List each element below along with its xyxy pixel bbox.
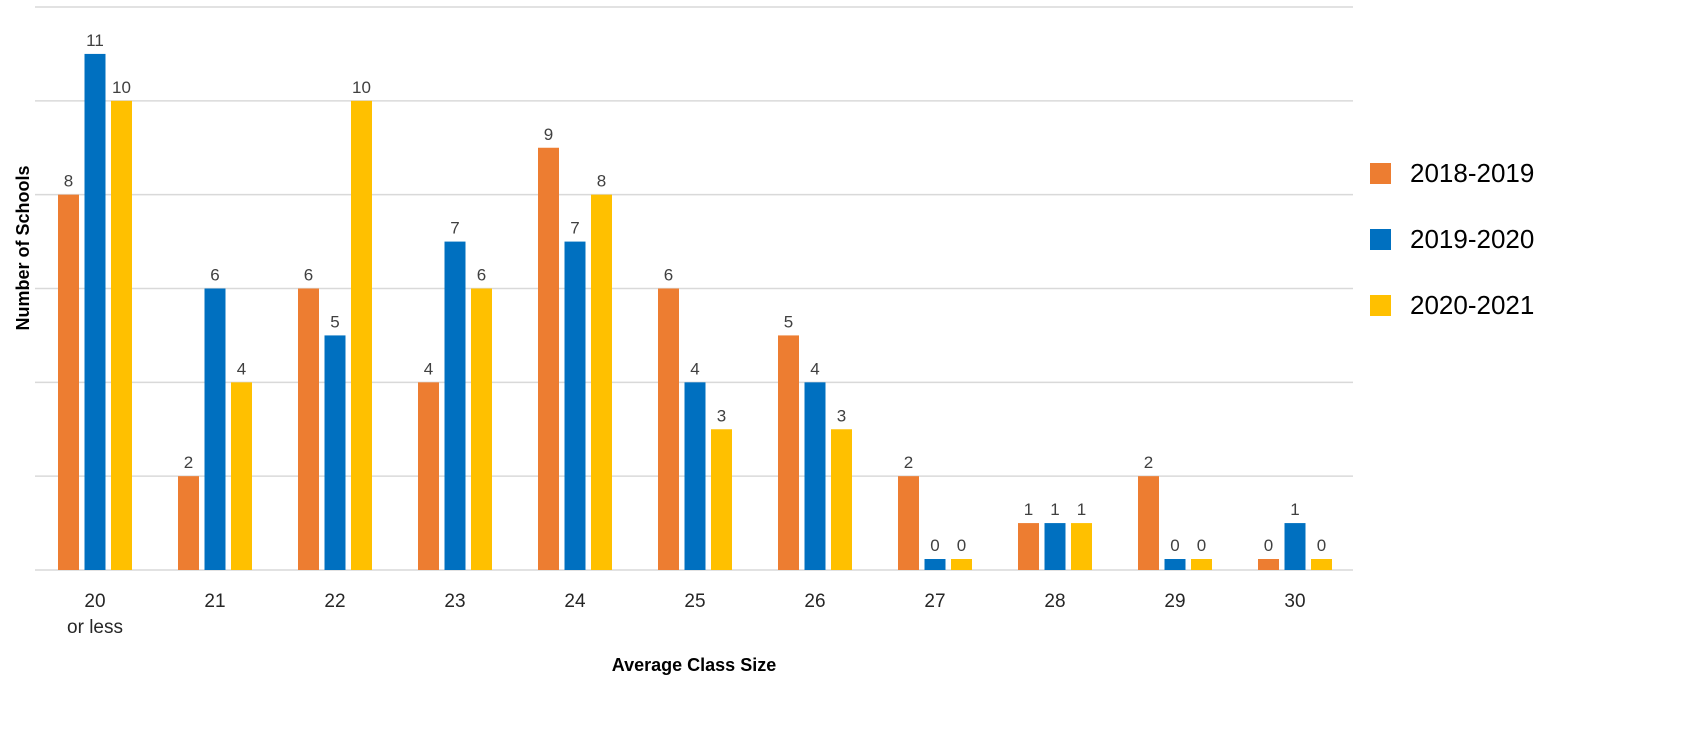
bar-2019-2020-20 or less bbox=[84, 53, 106, 570]
bar-2020-2021-24 bbox=[591, 194, 612, 570]
data-label-2019-2020-25: 4 bbox=[690, 359, 699, 378]
data-label-2018-2019-30: 0 bbox=[1264, 536, 1273, 555]
legend-label: 2020-2021 bbox=[1410, 290, 1534, 320]
data-label-2020-2021-28: 1 bbox=[1077, 500, 1086, 519]
x-axis-ticks: 20 or less 21 22 23 24 25 26 27 28 29 30 bbox=[67, 591, 1306, 638]
bar-2018-2019-30 bbox=[1258, 559, 1279, 570]
legend-swatch bbox=[1370, 163, 1391, 184]
bar-2019-2020-27 bbox=[924, 559, 946, 570]
bar-2019-2020-30 bbox=[1284, 523, 1306, 570]
data-label-2019-2020-22: 5 bbox=[330, 312, 339, 331]
bar-2020-2021-25 bbox=[711, 429, 732, 570]
data-label-2019-2020-29: 0 bbox=[1170, 536, 1179, 555]
data-label-2020-2021-24: 8 bbox=[597, 172, 606, 191]
data-label-2019-2020-28: 1 bbox=[1050, 500, 1059, 519]
bar-2020-2021-29 bbox=[1191, 559, 1212, 570]
data-label-2018-2019-22: 6 bbox=[304, 266, 313, 285]
data-label-2018-2019-26: 5 bbox=[784, 312, 793, 331]
x-tick-label: 21 bbox=[204, 591, 225, 612]
data-label-2020-2021-29: 0 bbox=[1197, 536, 1206, 555]
data-label-2019-2020-21: 6 bbox=[210, 266, 219, 285]
data-label-2019-2020-23: 7 bbox=[450, 219, 459, 238]
bar-2020-2021-26 bbox=[831, 429, 852, 570]
data-label-2018-2019-27: 2 bbox=[904, 453, 913, 472]
data-label-2020-2021-21: 4 bbox=[237, 359, 246, 378]
bar-2018-2019-21 bbox=[178, 476, 199, 570]
x-tick-label: 22 bbox=[324, 591, 345, 612]
bar-2019-2020-22 bbox=[324, 335, 346, 570]
x-axis-title: Average Class Size bbox=[612, 655, 776, 675]
bar-2020-2021-21 bbox=[231, 382, 252, 570]
bar-2018-2019-26 bbox=[778, 335, 799, 570]
bar-2020-2021-22 bbox=[351, 100, 372, 570]
x-tick-label: 25 bbox=[684, 591, 705, 612]
bar-2019-2020-26 bbox=[804, 382, 826, 570]
x-tick-label: 24 bbox=[564, 591, 586, 612]
bar-2018-2019-24 bbox=[538, 147, 559, 570]
bar-2019-2020-23 bbox=[444, 241, 466, 571]
data-label-2018-2019-29: 2 bbox=[1144, 453, 1153, 472]
bar-2020-2021-23 bbox=[471, 288, 492, 570]
x-tick-label: 26 bbox=[804, 591, 825, 612]
data-label-2019-2020-27: 0 bbox=[930, 536, 939, 555]
data-label-2019-2020-30: 1 bbox=[1290, 500, 1299, 519]
x-tick-label: 28 bbox=[1044, 591, 1065, 612]
bar-2018-2019-20 or less bbox=[58, 194, 79, 570]
bar-2019-2020-28 bbox=[1044, 523, 1066, 570]
y-axis-title: Number of Schools bbox=[13, 165, 33, 330]
bar-2018-2019-28 bbox=[1018, 523, 1039, 570]
x-tick-label: 23 bbox=[444, 591, 465, 612]
bar-2018-2019-23 bbox=[418, 382, 439, 570]
legend-swatch bbox=[1370, 229, 1391, 250]
data-label-2018-2019-23: 4 bbox=[424, 359, 433, 378]
data-label-2018-2019-24: 9 bbox=[544, 125, 553, 144]
data-label-2018-2019-25: 6 bbox=[664, 266, 673, 285]
data-label-2019-2020-26: 4 bbox=[810, 359, 819, 378]
data-label-2018-2019-28: 1 bbox=[1024, 500, 1033, 519]
bar-2018-2019-29 bbox=[1138, 476, 1159, 570]
bar-2018-2019-22 bbox=[298, 288, 319, 570]
data-label-2020-2021-22: 10 bbox=[352, 78, 371, 97]
bar-2019-2020-24 bbox=[564, 241, 586, 571]
bar-2020-2021-27 bbox=[951, 559, 972, 570]
x-tick-label: 27 bbox=[924, 591, 945, 612]
bar-2020-2021-30 bbox=[1311, 559, 1332, 570]
bar-2018-2019-25 bbox=[658, 288, 679, 570]
legend-label: 2019-2020 bbox=[1410, 224, 1534, 254]
x-tick-label: 30 bbox=[1284, 591, 1305, 612]
bar-2019-2020-29 bbox=[1164, 559, 1186, 570]
data-label-2020-2021-23: 6 bbox=[477, 266, 486, 285]
data-label-2020-2021-20 or less: 10 bbox=[112, 78, 131, 97]
x-tick-label: 29 bbox=[1164, 591, 1185, 612]
legend: 2018-2019 2019-2020 2020-2021 bbox=[1370, 158, 1534, 320]
legend-swatch bbox=[1370, 295, 1391, 316]
x-tick-label: 20 or less bbox=[67, 591, 123, 638]
data-label-2018-2019-20 or less: 8 bbox=[64, 172, 73, 191]
bar-2019-2020-21 bbox=[204, 288, 226, 570]
bar-2019-2020-25 bbox=[684, 382, 706, 570]
data-label-2018-2019-21: 2 bbox=[184, 453, 193, 472]
data-label-2019-2020-24: 7 bbox=[570, 219, 579, 238]
bar-2020-2021-28 bbox=[1071, 523, 1092, 570]
data-label-2020-2021-26: 3 bbox=[837, 406, 846, 425]
legend-label: 2018-2019 bbox=[1410, 158, 1534, 188]
data-label-2020-2021-25: 3 bbox=[717, 406, 726, 425]
data-label-2019-2020-20 or less: 11 bbox=[86, 31, 104, 50]
bars bbox=[58, 53, 1332, 571]
bar-2020-2021-20 or less bbox=[111, 100, 132, 570]
data-label-2020-2021-27: 0 bbox=[957, 536, 966, 555]
data-label-2020-2021-30: 0 bbox=[1317, 536, 1326, 555]
bar-2018-2019-27 bbox=[898, 476, 919, 570]
